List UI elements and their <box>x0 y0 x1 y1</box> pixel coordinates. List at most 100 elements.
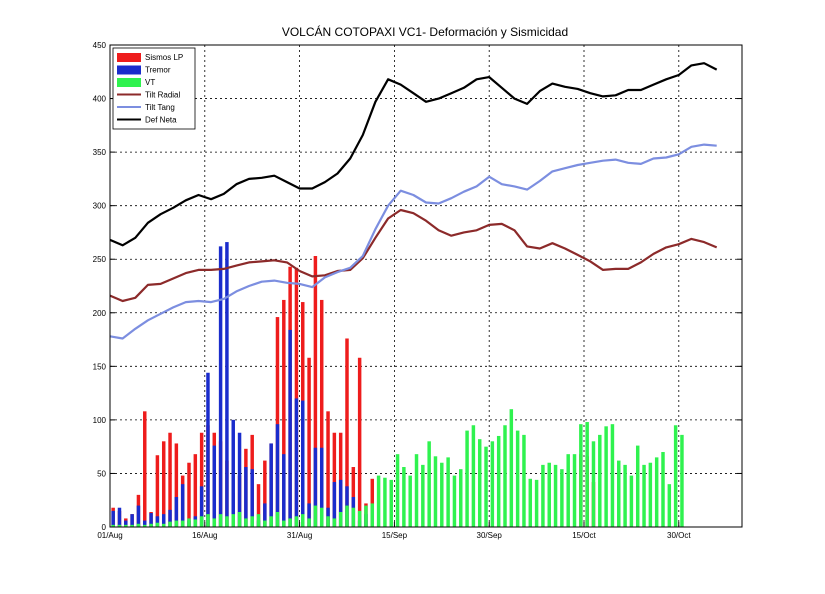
tremor-bar <box>199 486 204 527</box>
vt-bar <box>136 523 141 527</box>
grid <box>110 45 742 527</box>
legend-swatch <box>117 65 141 75</box>
tremor-bar <box>307 503 311 527</box>
vt-bar <box>111 524 115 527</box>
vt-bar <box>180 520 185 527</box>
lp-bar <box>319 299 324 527</box>
x-tick-label: 01/Aug <box>97 531 122 540</box>
tremor-bar <box>206 372 210 527</box>
vt-bar <box>440 462 444 527</box>
vt-bar <box>654 457 659 527</box>
tilt-radial-line <box>109 208 718 303</box>
vt-bar <box>579 424 583 527</box>
x-tick-label: 30/Oct <box>667 531 691 540</box>
vt-bar <box>629 475 634 527</box>
lp-bar <box>155 455 160 527</box>
vt-bar <box>193 519 198 527</box>
vt-bar <box>187 518 191 527</box>
y-tick-label: 450 <box>93 41 107 50</box>
vt-bar <box>553 464 558 527</box>
vt-bar <box>421 464 425 527</box>
legend-label: Tilt Radial <box>145 91 180 100</box>
vt-bar <box>534 479 539 527</box>
tremor-bar <box>338 479 343 527</box>
lp-bar <box>187 462 191 527</box>
vt-bar <box>225 516 229 527</box>
lp-bar <box>307 357 311 527</box>
vt-bar <box>370 503 375 527</box>
def-neta-line <box>109 62 718 247</box>
vt-bar <box>332 518 337 527</box>
tremor-bar <box>269 443 273 527</box>
vt-bar <box>503 425 507 527</box>
legend-label: Tilt Tang <box>145 103 175 112</box>
lp-bar <box>168 432 172 527</box>
lp-bar <box>256 484 261 527</box>
tremor-bar <box>250 469 254 527</box>
vt-bar <box>560 469 564 527</box>
vt-bar <box>130 524 134 527</box>
vt-bar <box>459 469 463 527</box>
tremor-bar <box>225 242 229 527</box>
y-tick-label: 150 <box>93 362 107 371</box>
lp-bar <box>326 411 330 527</box>
tremor-bar <box>168 509 172 527</box>
vt-bar <box>231 514 235 527</box>
y-axis: 0 50 100 150 200 250 300 350 400 450 <box>93 41 742 532</box>
tremor-bar <box>294 398 299 527</box>
x-axis: 01/Aug 16/Aug 31/Aug 15/Sep 30/Sep 15/Oct 30/O… <box>97 522 691 540</box>
lines <box>109 62 718 340</box>
legend-swatch <box>117 53 141 62</box>
vt-bar <box>199 516 204 527</box>
y-tick-label: 400 <box>93 95 107 104</box>
vt-bar <box>301 514 305 527</box>
vt-bar <box>414 454 419 527</box>
vt-bar <box>168 521 172 527</box>
legend-box <box>112 47 196 130</box>
vt-bar <box>275 512 280 527</box>
vt-bar <box>376 475 381 527</box>
vt-bar <box>661 452 665 527</box>
vt-bar <box>642 464 646 527</box>
lp-bar <box>357 357 362 527</box>
x-tick-label: 15/Sep <box>382 531 408 540</box>
vt-bar <box>395 454 400 527</box>
tremor-bar <box>218 246 223 527</box>
tremor-bar <box>237 432 242 527</box>
vt-bar <box>591 441 596 527</box>
tremor-bar <box>275 424 280 527</box>
tremor-bar <box>143 520 147 527</box>
x-tick-label: 15/Oct <box>572 531 596 540</box>
vt-bar <box>263 520 267 527</box>
vt-bar <box>623 464 627 527</box>
vt-bar <box>313 505 318 527</box>
vt-bar <box>490 441 495 527</box>
vt-bar <box>547 462 551 527</box>
vt-bar <box>648 462 653 527</box>
vt-bar <box>117 524 122 527</box>
vt-bar <box>212 518 217 527</box>
tremor-bar <box>231 419 235 527</box>
chart-title: VOLCÁN COTOPAXI VC1- Deformación y Sismi… <box>282 24 568 39</box>
tremor-bar <box>136 505 141 527</box>
vt-bar <box>288 518 292 527</box>
legend-label: Tremor <box>145 66 171 75</box>
y-tick-label: 100 <box>93 416 107 425</box>
tremor-bar <box>282 454 286 527</box>
bars <box>111 242 684 527</box>
vt-bar <box>598 434 602 527</box>
vt-bar <box>269 516 273 527</box>
vt-bar <box>351 507 356 527</box>
tremor-bar <box>244 467 248 527</box>
vt-bar <box>326 516 330 527</box>
legend-label: Def Neta <box>145 116 177 125</box>
tremor-bar <box>180 484 185 527</box>
tremor-bar <box>319 447 324 527</box>
vt-bar <box>383 477 387 527</box>
vt-bar <box>433 456 438 527</box>
vt-bar <box>635 445 640 527</box>
vt-bar <box>572 454 577 527</box>
vt-bar <box>282 520 286 527</box>
y-tick-label: 200 <box>93 309 107 318</box>
